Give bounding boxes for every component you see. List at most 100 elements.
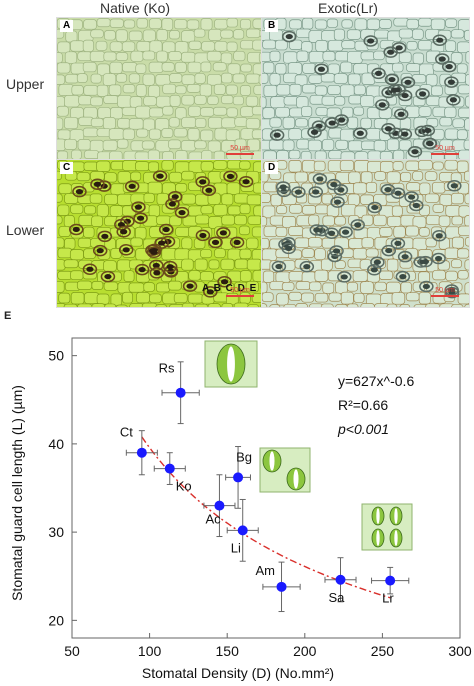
- epidermal-cell: [374, 29, 390, 39]
- stoma-ring: [363, 35, 378, 47]
- stoma-ring: [431, 252, 446, 265]
- epidermal-cell: [188, 105, 202, 117]
- epidermal-cell: [116, 259, 132, 272]
- epidermal-cell: [464, 118, 469, 131]
- panel-letter-e: E: [4, 310, 12, 322]
- epidermal-cell: [102, 117, 116, 130]
- stoma-ring: [97, 230, 113, 243]
- epidermal-cell: [57, 215, 63, 225]
- epidermal-cell: [457, 293, 469, 305]
- epidermal-cell: [227, 270, 242, 283]
- epidermal-cell: [117, 118, 131, 129]
- epidermal-cell: [82, 39, 94, 53]
- epidermal-cell: [103, 95, 119, 104]
- epidermal-cell: [83, 161, 99, 171]
- epidermal-cell: [143, 192, 155, 203]
- epidermal-cell: [187, 128, 200, 141]
- epidermal-cell: [239, 248, 252, 260]
- stoma: [371, 204, 379, 211]
- epidermal-cell: [287, 62, 303, 75]
- stoma: [340, 274, 348, 280]
- epidermal-cell: [275, 226, 288, 237]
- epidermal-cell: [276, 292, 289, 306]
- stoma: [434, 255, 443, 262]
- epidermal-cell: [296, 50, 309, 62]
- epidermal-cell: [262, 171, 269, 183]
- epidermal-cell: [148, 18, 162, 30]
- epidermal-cell: [134, 182, 150, 194]
- epidermal-cell: [439, 303, 455, 307]
- epidermal-cell: [201, 41, 216, 52]
- epidermal-cell: [57, 303, 67, 307]
- stoma: [316, 176, 324, 182]
- epidermal-cell: [57, 62, 71, 74]
- point-label: Sa: [328, 590, 345, 605]
- stomata: [69, 170, 254, 298]
- epidermal-cell: [333, 28, 345, 41]
- epidermal-cell: [314, 248, 326, 261]
- epidermal-cell: [239, 270, 252, 282]
- epidermal-cell: [135, 105, 151, 119]
- epidermal-cell: [347, 51, 363, 64]
- epidermal-cell: [89, 193, 103, 204]
- stoma-ring: [324, 227, 339, 239]
- epidermal-cell: [262, 270, 275, 283]
- epidermal-cell: [208, 28, 222, 41]
- stoma-ring: [418, 255, 433, 268]
- epidermal-cell: [104, 303, 117, 307]
- epidermal-cell: [246, 258, 262, 271]
- epidermal-cell: [413, 304, 428, 307]
- stoma-ring: [397, 89, 413, 102]
- epidermal-cell: [418, 18, 433, 27]
- epidermal-cell: [90, 29, 104, 39]
- stoma: [199, 179, 207, 185]
- epidermal-cell: [463, 139, 469, 150]
- epidermal-cells: [262, 18, 469, 165]
- stoma: [220, 279, 229, 285]
- scalebar-c: 50 µm: [226, 287, 254, 297]
- epidermal-cell: [187, 61, 202, 74]
- scalebar-d: 50 µm: [431, 287, 459, 297]
- equation-base: y=627x^-0.6: [338, 373, 414, 389]
- epidermal-cell: [156, 95, 171, 108]
- epidermal-cell: [314, 292, 329, 303]
- epidermal-cell: [276, 205, 288, 215]
- epidermal-cell: [135, 161, 150, 172]
- epidermal-cell: [262, 303, 268, 307]
- panel-letter-b: B: [265, 20, 279, 32]
- epidermal-cell: [135, 63, 147, 74]
- epidermal-cell: [115, 52, 129, 61]
- epidermal-cell: [399, 304, 411, 307]
- epidermal-cell: [308, 51, 325, 64]
- epidermal-cell: [361, 237, 374, 249]
- point-marker: [233, 472, 244, 483]
- row-title-lower: Lower: [6, 222, 45, 238]
- epidermal-cell: [64, 51, 78, 64]
- epidermal-cell: [417, 40, 433, 51]
- epidermal-cell: [226, 41, 238, 52]
- epidermal-cell: [181, 193, 196, 205]
- epidermal-cell: [240, 39, 254, 50]
- epidermal-cell: [445, 270, 458, 282]
- epidermal-cell: [406, 41, 418, 51]
- epidermal-cell: [207, 95, 219, 105]
- epidermal-cell: [135, 84, 147, 97]
- epidermal-cell: [327, 84, 341, 95]
- epidermal-cell: [458, 205, 469, 218]
- stoma: [387, 49, 395, 55]
- epidermal-cell: [425, 237, 437, 248]
- epidermal-cell: [234, 117, 248, 127]
- epidermal-cell: [181, 302, 195, 307]
- epidermal-cell: [391, 205, 403, 217]
- epidermal-cell: [63, 303, 78, 307]
- data-point-ac: Ac: [203, 474, 236, 538]
- epidermal-cell: [161, 18, 174, 31]
- epidermal-cell: [302, 84, 317, 94]
- stoma: [328, 120, 336, 126]
- epidermal-cell: [430, 18, 446, 30]
- epidermal-cell: [432, 161, 444, 171]
- epidermal-cell: [148, 85, 161, 98]
- epidermal-cell: [121, 106, 138, 116]
- epidermal-cell: [288, 291, 302, 301]
- epidermal-cell: [352, 248, 368, 260]
